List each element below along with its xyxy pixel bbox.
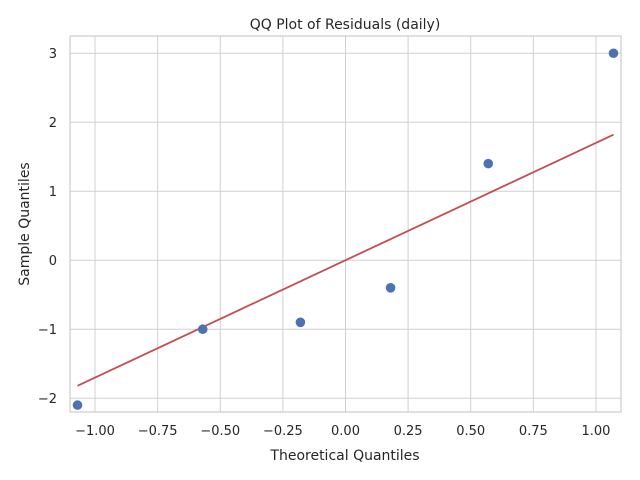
y-axis-label: Sample Quantiles (17, 162, 33, 285)
x-tick-label: −0.50 (200, 424, 240, 439)
x-tick-label: 0.00 (331, 424, 360, 439)
x-tick-label: 0.25 (394, 424, 423, 439)
data-point (72, 400, 83, 410)
x-tick-label: 1.00 (581, 424, 610, 439)
chart-title: QQ Plot of Residuals (daily) (250, 17, 441, 33)
y-tick-label: 0 (49, 254, 57, 269)
reference-line-layer (77, 133, 614, 387)
x-tick-label: 0.50 (456, 424, 485, 439)
y-tick-label: −2 (38, 392, 57, 407)
scatter-points (72, 48, 619, 410)
x-tick-label: −0.25 (263, 424, 303, 439)
data-point (197, 324, 208, 335)
y-tick-label: 2 (49, 116, 57, 131)
y-axis-ticks: −2 −1 0 1 2 3 (38, 47, 57, 407)
data-point (295, 317, 306, 328)
x-tick-label: 0.75 (519, 424, 548, 439)
reference-line (77, 133, 614, 387)
data-point (385, 283, 396, 293)
y-tick-label: 3 (49, 47, 57, 62)
data-point (608, 48, 619, 59)
grid (70, 36, 621, 412)
data-point (483, 158, 494, 169)
plot-frame (69, 35, 622, 413)
x-axis-label: Theoretical Quantiles (269, 448, 419, 464)
x-tick-label: −0.75 (138, 424, 178, 439)
y-tick-label: 1 (49, 185, 57, 200)
x-tick-label: −1.00 (75, 424, 115, 439)
x-axis-ticks: −1.00 −0.75 −0.50 −0.25 0.00 0.25 0.50 0.75 1.00 (75, 424, 610, 439)
y-tick-label: −1 (38, 323, 57, 338)
